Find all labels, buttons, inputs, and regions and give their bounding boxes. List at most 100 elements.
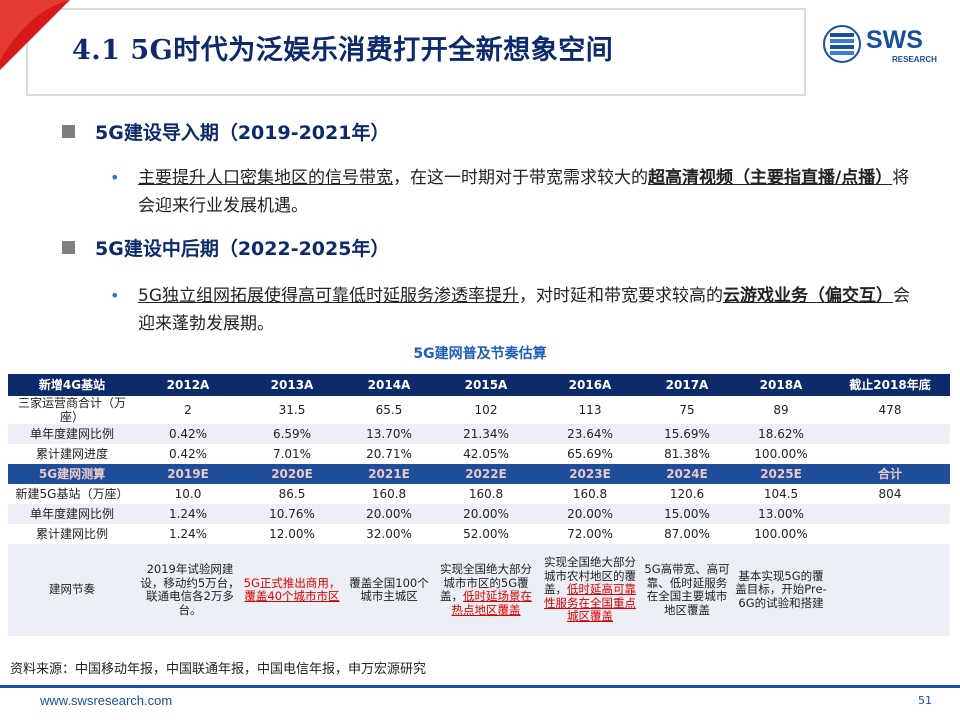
- header-cell: 2017A: [642, 374, 732, 396]
- header-cell: 新增4G基站: [8, 374, 136, 396]
- table-cell: 89: [773, 403, 789, 417]
- bullet-text-underlined: 主要提升人口密集地区的信号带宽: [138, 168, 393, 188]
- section-heading-1: 5G建设导入期（2019-2021年）: [62, 118, 389, 145]
- header-cell: 2023E: [538, 464, 642, 484]
- table-cell: 10.76%: [240, 504, 344, 524]
- square-bullet-icon: [62, 241, 75, 254]
- rhythm-text: 实现全国绝大部分城市农村地区的覆盖，: [544, 555, 636, 597]
- rhythm-text-highlight: 5G正式推出商用，: [243, 575, 341, 590]
- table-cell: [830, 504, 950, 524]
- table-cell: 新建5G基站（万座）: [15, 487, 129, 501]
- table-cell: 15.69%: [642, 424, 732, 444]
- rhythm-2023: 实现全国绝大部分城市农村地区的覆盖，低时延高可靠性服务在全国重点城区覆盖: [538, 544, 642, 636]
- table-cell: 1.24%: [168, 527, 208, 541]
- table-cell: 建网节奏: [8, 544, 136, 636]
- table-cell: 21.34%: [434, 424, 538, 444]
- table-cell: 102: [474, 403, 498, 417]
- table-cell: 0.42%: [168, 447, 208, 461]
- header-cell: 2018A: [732, 374, 830, 396]
- table-cell: 31.5: [278, 403, 306, 417]
- bullet-dot-icon: •: [110, 168, 120, 187]
- section-bullet-1: • 主要提升人口密集地区的信号带宽，在这一时期对于带宽需求较大的超高清视频（主要…: [110, 164, 910, 220]
- rhythm-2019: 2019年试验网建设，移动约5万台，联通电信各2万多台。: [136, 544, 240, 636]
- table-cell: 113: [578, 403, 602, 417]
- bullet-text: ，在这一时期对于带宽需求较大的: [393, 168, 648, 188]
- logo-subtext: RESEARCH: [892, 55, 937, 64]
- red-corner-decoration: [0, 0, 70, 70]
- page-title: 4.1 5G时代为泛娱乐消费打开全新想象空间: [72, 35, 614, 66]
- table-cell: 42.05%: [463, 447, 509, 461]
- table-cell: [830, 444, 950, 464]
- header-cell: 2019E: [136, 464, 240, 484]
- header-cell: 2022E: [434, 464, 538, 484]
- table-cell: 1.24%: [136, 504, 240, 524]
- bullet-text-emphasis: 超高清视频（主要指直播/点播）: [648, 168, 893, 188]
- header-cell: 2020E: [240, 464, 344, 484]
- table-row: 单年度建网比例 1.24% 10.76% 20.00% 20.00% 20.00…: [8, 504, 950, 524]
- rhythm-2022: 实现全国绝大部分城市市区的5G覆盖，低时延场景在热点地区覆盖: [434, 544, 538, 636]
- bullet-text: 会迎来蓬勃发展期。: [138, 286, 910, 334]
- header-cell: 5G建网测算: [8, 464, 136, 484]
- bullet-text-underlined: 5G独立组网拓展使得高可靠低时延服务渗透率提升: [138, 286, 519, 306]
- header-cell: 截止2018年底: [830, 374, 950, 396]
- table-cell: 120.6: [669, 487, 705, 501]
- table-cell: 104.5: [763, 487, 799, 501]
- footer-link[interactable]: www.swsresearch.com: [40, 693, 173, 708]
- table-cell: 累计建网比例: [35, 527, 108, 541]
- sws-logo: SWS RESEARCH: [822, 24, 942, 68]
- bullet-dot-icon: •: [110, 286, 120, 305]
- table-cell: 65.69%: [567, 447, 613, 461]
- table-row: 单年度建网比例 0.42% 6.59% 13.70% 21.34% 23.64%…: [8, 424, 950, 444]
- table-row: 累计建网进度 0.42% 7.01% 20.71% 42.05% 65.69% …: [8, 444, 950, 464]
- table-cell: 10.0: [174, 487, 202, 501]
- bullet-text: ，对时延和带宽要求较高的: [519, 286, 723, 306]
- table-cell: 12.00%: [269, 527, 315, 541]
- table-cell: 87.00%: [664, 527, 710, 541]
- logo-text: SWS: [866, 26, 923, 54]
- rhythm-2021: 覆盖全国100个城市主城区: [344, 544, 434, 636]
- table-cell: 2: [184, 403, 192, 417]
- table-cell: 13.70%: [344, 424, 434, 444]
- header-cell: 2012A: [136, 374, 240, 396]
- source-note: 资料来源：中国移动年报，中国联通年报，中国电信年报，申万宏源研究: [10, 662, 427, 677]
- section-heading-text: 5G建设导入期（2019-2021年）: [95, 122, 390, 144]
- table-row: 三家运营商合计（万座） 2 31.5 65.5 102 113 75 89 47…: [8, 396, 950, 424]
- table-cell: 478: [878, 403, 902, 417]
- table-cell: 6.59%: [240, 424, 344, 444]
- table-cell: 804: [878, 487, 902, 501]
- table-cell: 72.00%: [567, 527, 613, 541]
- rhythm-text-highlight: 低时延高可靠性服务在全国重点城区覆盖: [544, 582, 636, 624]
- table-cell: 23.64%: [538, 424, 642, 444]
- rhythm-text: 实现全国绝大部分城市市区的5G覆盖，: [440, 562, 532, 603]
- header-cell: 2013A: [240, 374, 344, 396]
- table-cell: 累计建网进度: [35, 447, 108, 461]
- header-cell: 2016A: [538, 374, 642, 396]
- table-cell: 32.00%: [366, 527, 412, 541]
- header-cell: 2021E: [344, 464, 434, 484]
- bullet-text: 将会迎来行业发展机遇。: [138, 168, 910, 216]
- section-heading-text: 5G建设中后期（2022-2025年）: [95, 238, 390, 260]
- table-cell: 65.5: [375, 403, 403, 417]
- rhythm-text: 2019年试验网建设，: [140, 562, 234, 590]
- table-cell: 三家运营商合计（万座）: [17, 396, 126, 424]
- header-cell: 2025E: [732, 464, 830, 484]
- table-cell: [830, 524, 950, 544]
- table-cell: 75: [679, 403, 695, 417]
- table-cell: 13.00%: [732, 504, 830, 524]
- table-cell: 20.00%: [344, 504, 434, 524]
- table-cell: 52.00%: [463, 527, 509, 541]
- sws-logo-icon: [823, 25, 861, 63]
- header-cell: 2024E: [642, 464, 732, 484]
- section-bullet-2: • 5G独立组网拓展使得高可靠低时延服务渗透率提升，对时延和带宽要求较高的云游戏…: [110, 282, 910, 338]
- table-cell: 15.00%: [642, 504, 732, 524]
- table-cell: 单年度建网比例: [8, 504, 136, 524]
- title-box: [26, 8, 806, 96]
- rhythm-text-highlight: 覆盖40个城市市区: [244, 589, 340, 603]
- table-cell: [830, 424, 950, 444]
- table-cell: 7.01%: [272, 447, 312, 461]
- table-row-rhythm: 建网节奏 2019年试验网建设，移动约5万台，联通电信各2万多台。 5G正式推出…: [8, 544, 950, 636]
- table-header-5g: 5G建网测算 2019E 2020E 2021E 2022E 2023E 202…: [8, 464, 950, 484]
- table-title: 5G建网普及节奏估算: [413, 346, 547, 362]
- table-cell: 160.8: [371, 487, 407, 501]
- table-cell: 86.5: [278, 487, 306, 501]
